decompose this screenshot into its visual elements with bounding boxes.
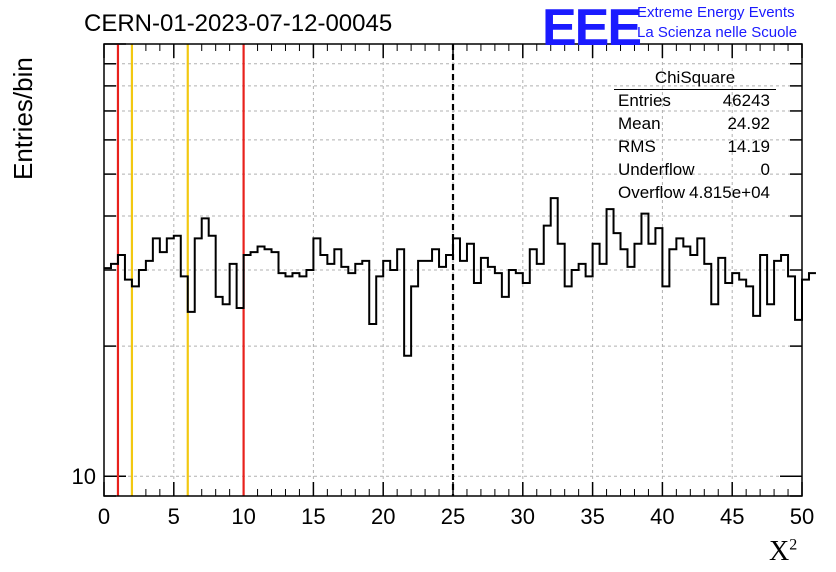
x-tick-label: 0 — [98, 504, 110, 529]
stats-value: 46243 — [722, 91, 770, 110]
x-tick-label: 35 — [580, 504, 604, 529]
stats-value: 4.815e+04 — [689, 183, 770, 202]
x-tick-label: 50 — [790, 504, 814, 529]
eee-logo: EEE — [542, 0, 642, 57]
x-tick-label: 30 — [511, 504, 535, 529]
stats-value: 24.92 — [727, 114, 770, 133]
logo-line-2: La Scienza nelle Scuole — [637, 24, 798, 41]
stats-value: 0 — [760, 160, 770, 179]
stats-title: ChiSquare — [614, 68, 776, 90]
histogram-series — [104, 197, 816, 357]
stats-key: RMS — [618, 137, 656, 156]
stats-key: Mean — [618, 114, 661, 133]
x-tick-label: 10 — [231, 504, 255, 529]
stats-row-entries: Entries 46243 — [612, 91, 778, 114]
logo-line-1: Extreme Energy Events — [637, 4, 795, 21]
y-axis-label: Entries/bin — [8, 57, 38, 180]
y-tick-label: 10 — [72, 464, 96, 489]
tick-labels: 0 5 10 15 20 25 30 35 40 45 50 10 — [72, 464, 815, 529]
stats-row-mean: Mean 24.92 — [612, 114, 778, 137]
plot-frame — [103, 43, 803, 497]
stats-key: Overflow — [618, 183, 686, 202]
x-axis-label: X2 — [769, 536, 797, 568]
x-tick-label: 15 — [301, 504, 325, 529]
chart-title: CERN-01-2023-07-12-00045 — [84, 10, 393, 37]
x-tick-label: 40 — [650, 504, 674, 529]
reference-lines — [116, 44, 455, 496]
x-tick-label: 45 — [720, 504, 744, 529]
stats-box: ChiSquare Entries 46243 Mean 24.92 RMS 1… — [612, 68, 778, 206]
stats-value: 14.19 — [727, 137, 770, 156]
stats-key: Entries — [618, 91, 671, 110]
x-axis-label-base: X — [769, 536, 790, 567]
x-tick-label: 20 — [371, 504, 395, 529]
stats-row-underflow: Underflow 0 — [612, 160, 778, 183]
stats-row-rms: RMS 14.19 — [612, 137, 778, 160]
x-tick-label: 5 — [168, 504, 180, 529]
x-axis-label-superscript: 2 — [789, 536, 798, 554]
stats-key: Underflow — [618, 160, 695, 179]
stats-row-overflow: Overflow 4.815e+04 — [612, 183, 778, 206]
x-tick-label: 25 — [441, 504, 465, 529]
